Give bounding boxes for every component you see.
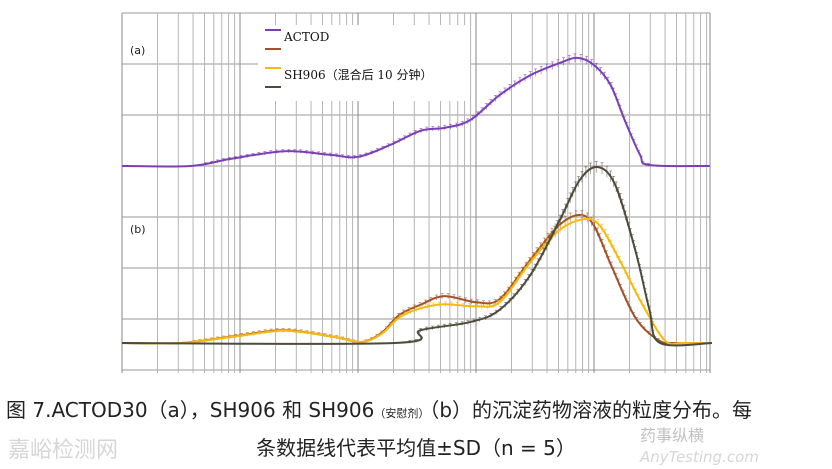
panel-label-a: (a) bbox=[130, 44, 145, 57]
watermark-subtext: 药事纵横 bbox=[640, 426, 705, 445]
series-lines bbox=[121, 53, 713, 347]
caption-subscript: （安慰剂） bbox=[374, 407, 430, 420]
legend-label: ACTOD bbox=[283, 30, 329, 44]
series-line bbox=[121, 56, 710, 168]
legend-items: ACTOD SH906（混合后 10 分钟） bbox=[265, 29, 433, 88]
series-b-1 bbox=[121, 214, 713, 346]
panel-label-b: (b) bbox=[130, 223, 146, 236]
legend-box bbox=[258, 25, 470, 101]
series-line bbox=[121, 217, 713, 346]
series-b-0 bbox=[121, 210, 713, 345]
caption-text: 图 7.ACTOD30（a），SH906 和 SH906 bbox=[6, 398, 375, 422]
watermark-logo-text: 嘉峪检测网 bbox=[8, 438, 119, 463]
figure-caption-line2: 条数据线代表平均值±SD（n = 5） bbox=[256, 436, 576, 460]
watermark-url: AnyTesting.com bbox=[640, 448, 759, 466]
series-line bbox=[121, 213, 713, 345]
legend-label: SH906（混合后 10 分钟） bbox=[284, 67, 433, 82]
series-b-2 bbox=[121, 160, 713, 347]
caption-text-cont: （b）的沉淀药物溶液的粒度分布。每 bbox=[429, 398, 753, 422]
legend: ACTOD SH906（混合后 10 分钟） bbox=[258, 25, 470, 101]
particle-size-chart: ACTOD SH906（混合后 10 分钟） (a) (b) bbox=[121, 12, 713, 373]
series-a-0 bbox=[121, 53, 710, 168]
figure-caption-line1: 图 7.ACTOD30（a），SH906 和 SH906（安慰剂）（b）的沉淀药… bbox=[6, 398, 832, 426]
